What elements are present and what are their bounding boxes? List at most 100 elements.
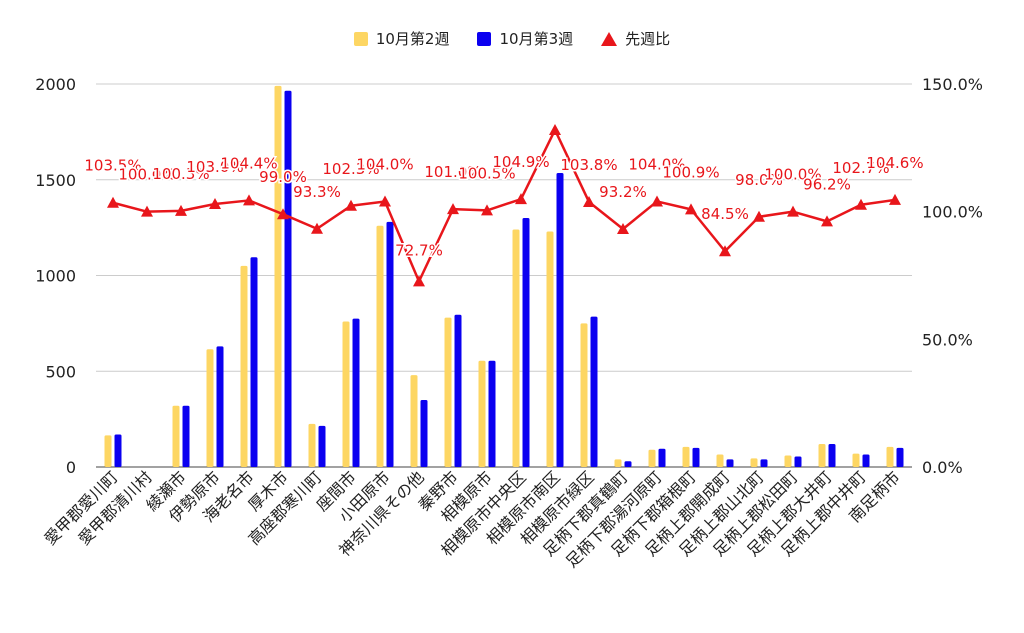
bar-week2 — [546, 231, 554, 467]
ratio-point — [617, 223, 629, 235]
bar-week2 — [444, 317, 452, 467]
ratio-data-label: 102.7% — [832, 159, 889, 177]
bar-week3 — [726, 459, 734, 467]
bar-week3 — [590, 316, 598, 467]
bar-week2 — [240, 265, 248, 467]
ratio-point — [209, 198, 221, 210]
ratio-point — [685, 203, 697, 215]
bar-week3 — [114, 434, 122, 467]
bar-week2 — [376, 225, 384, 467]
bar-week2 — [716, 454, 724, 467]
ratio-point — [413, 275, 425, 287]
ratio-data-label: 104.4% — [220, 154, 277, 172]
legend-swatch-week3 — [477, 31, 492, 46]
ratio-point — [821, 215, 833, 227]
ratio-data-label: 103.0% — [186, 158, 243, 176]
ratio-data-label: 103.5% — [84, 157, 141, 175]
bar-week3 — [352, 318, 360, 467]
bar-week2 — [342, 321, 350, 467]
ratio-point — [889, 193, 901, 205]
ratio-point — [311, 222, 323, 234]
legend-triangle-icon — [601, 31, 618, 46]
ratio-data-label: 104.0% — [628, 155, 685, 173]
bar-week2 — [172, 405, 180, 467]
ratio-point — [481, 204, 493, 216]
bar-week3 — [896, 447, 904, 467]
ratio-data-label: 104.0% — [356, 155, 413, 173]
bar-week3 — [556, 173, 564, 468]
ratio-point — [787, 205, 799, 217]
bar-week2 — [512, 229, 520, 467]
y-right-tick-label: 50.0% — [922, 330, 973, 349]
ratio-point — [549, 123, 561, 135]
ratio-data-label: 103.8% — [560, 156, 617, 174]
bar-week3 — [182, 405, 190, 467]
ratio-point — [651, 195, 663, 207]
bar-week2 — [410, 375, 418, 467]
ratio-point — [753, 210, 765, 222]
legend-label-week2: 10月第2週 — [375, 30, 450, 48]
ratio-point — [175, 204, 187, 216]
bar-week3 — [828, 444, 836, 467]
ratio-point — [515, 193, 527, 205]
ratio-data-label: 72.7% — [395, 241, 443, 259]
ratio-point — [719, 245, 731, 257]
ratio-data-label: 93.2% — [599, 183, 647, 201]
bar-week2 — [682, 446, 690, 467]
ratio-data-label: 104.9% — [492, 153, 549, 171]
ratio-point — [141, 205, 153, 217]
legend-item-week3[interactable]: 10月第3週 — [477, 28, 573, 49]
ratio-data-label: 100.0% — [118, 166, 175, 184]
ratio-point — [583, 195, 595, 207]
y-left-tick-label: 500 — [45, 362, 76, 381]
legend-swatch-week2 — [353, 31, 368, 46]
ratio-point — [855, 198, 867, 210]
bar-week2 — [308, 423, 316, 467]
bar-week3 — [386, 221, 394, 467]
ratio-line — [112, 128, 896, 283]
ratio-data-label: 96.2% — [803, 175, 851, 193]
ratio-data-label: 84.5% — [701, 205, 749, 223]
legend-item-week2[interactable]: 10月第2週 — [353, 28, 450, 49]
legend-item-ratio[interactable]: 先週比 — [601, 28, 670, 49]
ratio-data-label: 98.0% — [735, 171, 783, 189]
ratio-point — [107, 196, 119, 208]
ratio-data-label: 100.9% — [662, 163, 719, 181]
bar-week2 — [580, 323, 588, 467]
ratio-point — [345, 199, 357, 211]
y-right-tick-label: 150.0% — [922, 75, 983, 94]
ratio-data-label: 100.5% — [458, 164, 515, 182]
ratio-point — [379, 195, 391, 207]
bar-week3 — [420, 399, 428, 467]
ratio-point — [243, 194, 255, 206]
ratio-data-label: 100.0% — [764, 166, 821, 184]
ratio-data-label: 104.6% — [866, 154, 923, 172]
bar-week3 — [658, 448, 666, 467]
bar-week2 — [784, 455, 792, 467]
ratio-data-label: 99.0% — [259, 168, 307, 186]
bar-week2 — [886, 446, 894, 467]
bar-week2 — [478, 360, 486, 467]
bar-week3 — [522, 218, 530, 467]
bar-week3 — [454, 314, 462, 467]
bar-week3 — [488, 360, 496, 467]
ratio-point — [277, 208, 289, 220]
bar-week2 — [852, 453, 860, 467]
y-left-tick-label: 0 — [66, 458, 76, 477]
y-left-tick-label: 1000 — [35, 267, 76, 286]
ratio-data-label: 100.3% — [152, 165, 209, 183]
ratio-data-label: 93.3% — [293, 183, 341, 201]
y-left-tick-label: 1500 — [35, 171, 76, 190]
bar-week2 — [818, 444, 826, 467]
legend-label-ratio: 先週比 — [625, 30, 671, 48]
bar-week2 — [614, 459, 622, 467]
bar-week3 — [862, 454, 870, 467]
legend-label-week3: 10月第3週 — [499, 30, 574, 48]
y-right-tick-label: 100.0% — [922, 203, 983, 222]
bar-week3 — [250, 257, 258, 467]
bar-week3 — [216, 346, 224, 467]
legend: 10月第2週 10月第3週 先週比 — [0, 28, 1024, 49]
bar-week2 — [648, 449, 656, 467]
bar-week2 — [274, 85, 282, 467]
